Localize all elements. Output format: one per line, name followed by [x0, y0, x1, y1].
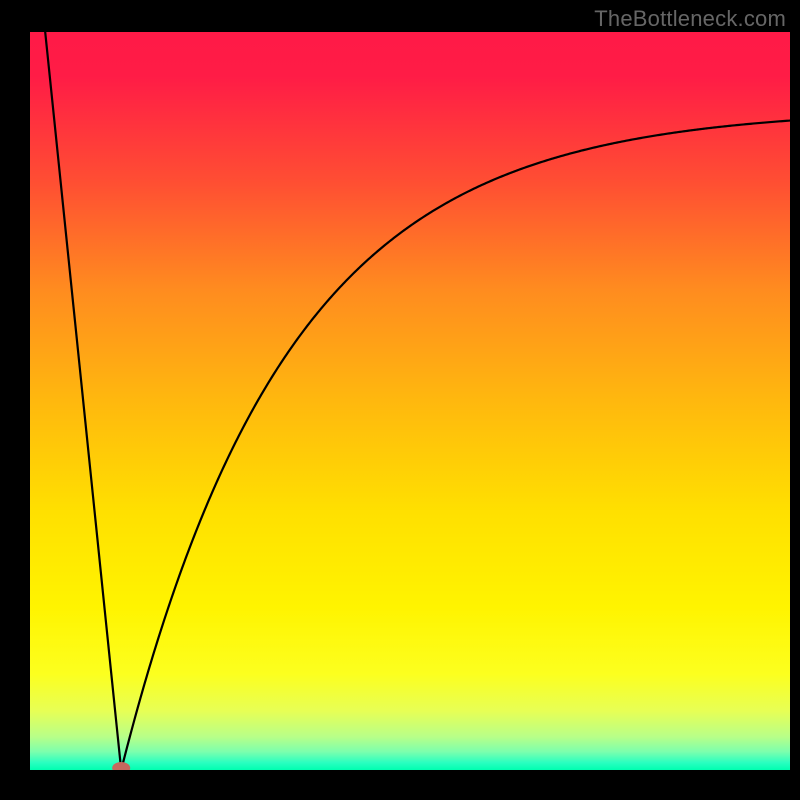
chart-background	[30, 32, 790, 770]
watermark-text: TheBottleneck.com	[594, 6, 786, 32]
bottleneck-curve-chart	[30, 32, 790, 770]
chart-frame: TheBottleneck.com	[0, 0, 800, 800]
chart-plot-area	[30, 32, 790, 770]
